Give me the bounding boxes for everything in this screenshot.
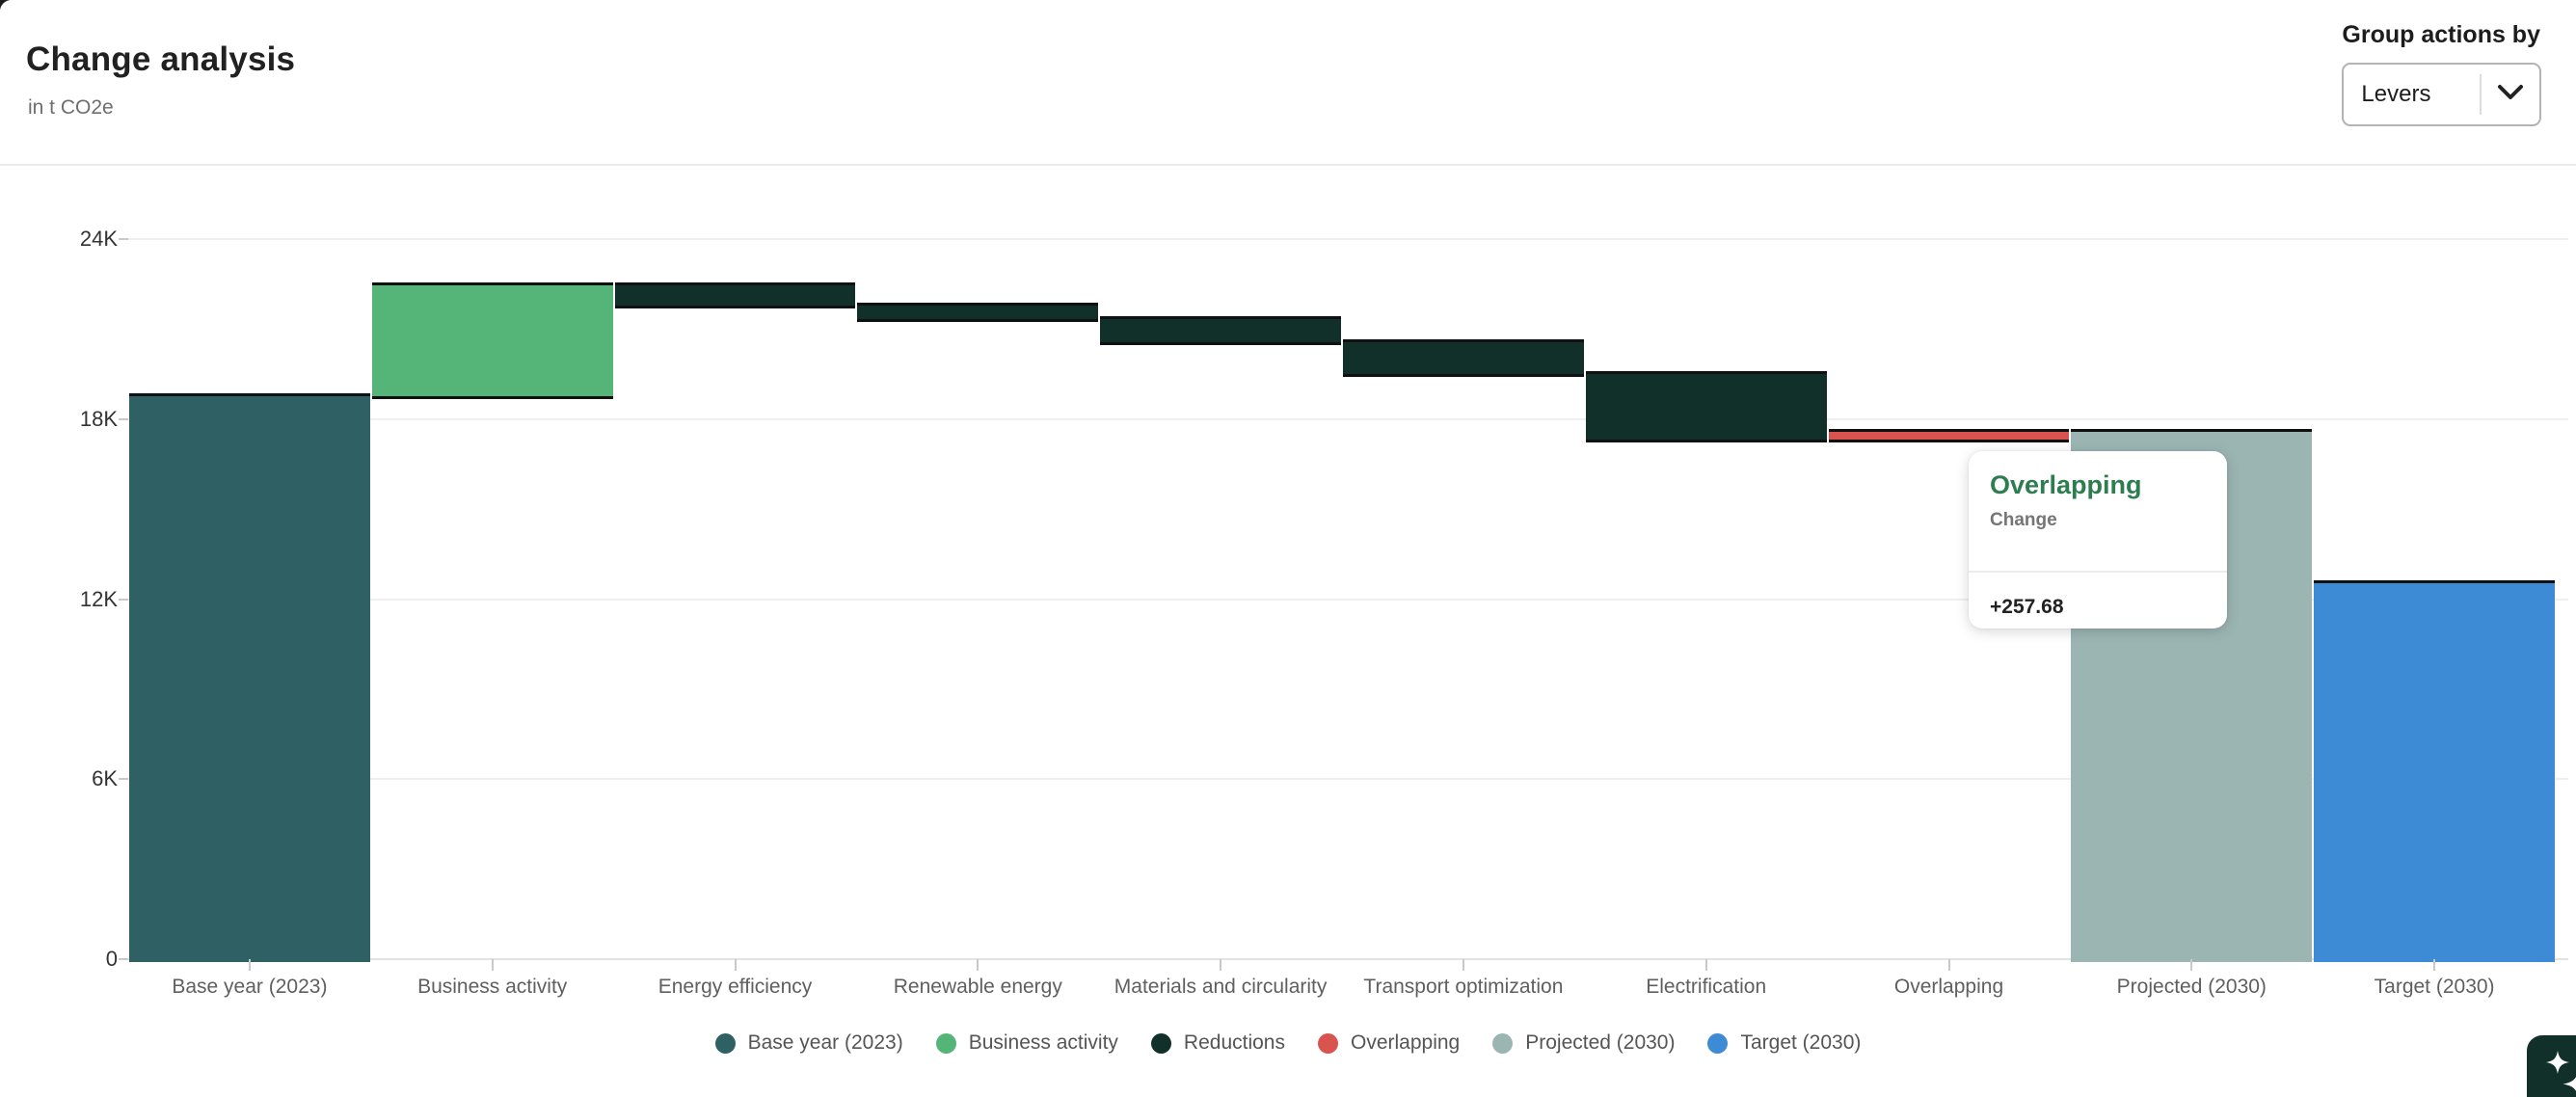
chart-tooltip: Overlapping Change +257.68 (1969, 451, 2227, 629)
legend-dot-base-year-2023 (714, 1032, 736, 1054)
x-axis-tick-base-year-2023 (248, 959, 251, 971)
group-by-label: Group actions by (2342, 21, 2540, 48)
legend-label: Overlapping (1350, 1031, 1461, 1054)
x-axis-label-overlapping: Overlapping (1893, 976, 2004, 998)
legend-item-target-2030[interactable]: Target (2030) (1707, 1031, 1861, 1055)
x-axis-tick-materials-and-circularity (1220, 959, 1222, 971)
x-axis-label-energy-efficiency: Energy efficiency (657, 976, 813, 998)
x-axis-tick-energy-efficiency (734, 959, 737, 971)
x-axis-label-renewable-energy: Renewable energy (893, 976, 1062, 998)
legend-label: Business activity (968, 1031, 1118, 1054)
chevron-down-icon (2497, 84, 2524, 106)
x-axis-tick-projected-2030 (2190, 959, 2193, 971)
ai-assistant-button[interactable] (2527, 1035, 2576, 1097)
x-axis-tick-transport-optimization (1462, 959, 1464, 971)
bar-electrification[interactable] (1585, 370, 1827, 443)
bar-materials-and-circularity[interactable] (1100, 315, 1341, 345)
x-axis-label-business-activity: Business activity (417, 976, 568, 998)
y-axis-label-24K: 24K (79, 227, 118, 251)
tooltip-header: Overlapping Change (1969, 451, 2227, 555)
gridline-0 (128, 958, 2568, 960)
bar-energy-efficiency[interactable] (614, 281, 856, 308)
x-axis-tick-overlapping (1947, 959, 1950, 971)
legend-dot-target-2030 (1707, 1032, 1729, 1054)
gridline-6K (128, 778, 2568, 781)
legend-dot-projected-2030 (1492, 1032, 1514, 1054)
x-axis-tick-business-activity (491, 959, 494, 971)
y-axis-label-0: 0 (105, 947, 118, 971)
tooltip-title: Overlapping (1990, 470, 2142, 499)
bar-renewable-energy[interactable] (857, 302, 1099, 322)
tooltip-subtitle: Change (1990, 510, 2057, 530)
page-title: Change analysis (26, 40, 296, 78)
legend-item-reductions[interactable]: Reductions (1150, 1031, 1285, 1055)
tooltip-value: +257.68 (1990, 596, 2064, 618)
legend-label: Target (2030) (1740, 1031, 1862, 1054)
group-by-select[interactable]: Levers (2342, 63, 2542, 126)
bar-overlapping[interactable] (1828, 429, 2070, 443)
legend-label: Base year (2023) (747, 1031, 903, 1054)
group-by-controls: Group actions by Levers (2342, 21, 2551, 126)
y-axis-tick-6K (119, 778, 128, 781)
legend-item-business-activity[interactable]: Business activity (935, 1031, 1118, 1055)
y-axis-label-12K: 12K (79, 586, 118, 611)
legend-dot-reductions (1150, 1032, 1171, 1054)
x-axis-label-base-year-2023: Base year (2023) (172, 976, 328, 998)
x-axis-label-materials-and-circularity: Materials and circularity (1114, 976, 1328, 998)
x-axis-tick-electrification (1704, 959, 1707, 971)
x-axis-tick-renewable-energy (977, 959, 979, 971)
y-axis-tick-12K (119, 598, 128, 601)
chart-legend: Base year (2023) Business activity Reducti… (0, 1031, 2576, 1055)
x-axis-label-transport-optimization: Transport optimization (1363, 976, 1564, 998)
legend-dot-business-activity (935, 1032, 956, 1054)
select-divider (2480, 74, 2482, 115)
page-subtitle: in t CO2e (28, 96, 114, 119)
y-axis-label-18K: 18K (79, 406, 118, 431)
group-by-selected-value: Levers (2361, 81, 2431, 107)
bar-transport-optimization[interactable] (1343, 338, 1584, 377)
y-axis-tick-0 (119, 958, 128, 960)
legend-item-overlapping[interactable]: Overlapping (1317, 1031, 1461, 1055)
waterfall-chart: Overlapping Change +257.68 Base year (20… (0, 166, 2576, 1097)
y-axis-tick-18K (119, 417, 128, 420)
bar-business-activity[interactable] (371, 281, 613, 399)
x-axis-label-projected-2030: Projected (2030) (2116, 976, 2267, 998)
gridline-12K (128, 598, 2568, 601)
y-axis-tick-24K (119, 238, 128, 240)
legend-dot-overlapping (1317, 1032, 1338, 1054)
x-axis-label-electrification: Electrification (1646, 976, 1767, 998)
legend-item-base-year-2023[interactable]: Base year (2023) (714, 1031, 903, 1055)
gridline-24K (128, 238, 2568, 240)
bar-base-year-2023[interactable] (129, 392, 370, 962)
bar-target-2030[interactable] (2314, 580, 2555, 962)
legend-label: Projected (2030) (1525, 1031, 1676, 1054)
y-axis-label-6K: 6K (92, 766, 118, 791)
x-axis-label-target-2030: Target (2030) (2374, 976, 2495, 998)
header: Change analysis in t CO2e Group actions … (0, 0, 2576, 166)
legend-label: Reductions (1183, 1031, 1285, 1054)
gridline-18K (128, 417, 2568, 420)
tooltip-divider (1969, 571, 2227, 573)
x-axis-tick-target-2030 (2433, 959, 2436, 971)
legend-item-projected-2030[interactable]: Projected (2030) (1492, 1031, 1675, 1055)
